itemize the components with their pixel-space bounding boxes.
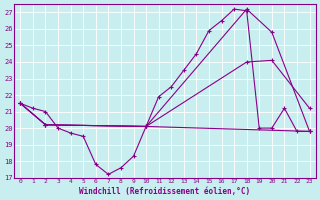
X-axis label: Windchill (Refroidissement éolien,°C): Windchill (Refroidissement éolien,°C): [79, 187, 251, 196]
